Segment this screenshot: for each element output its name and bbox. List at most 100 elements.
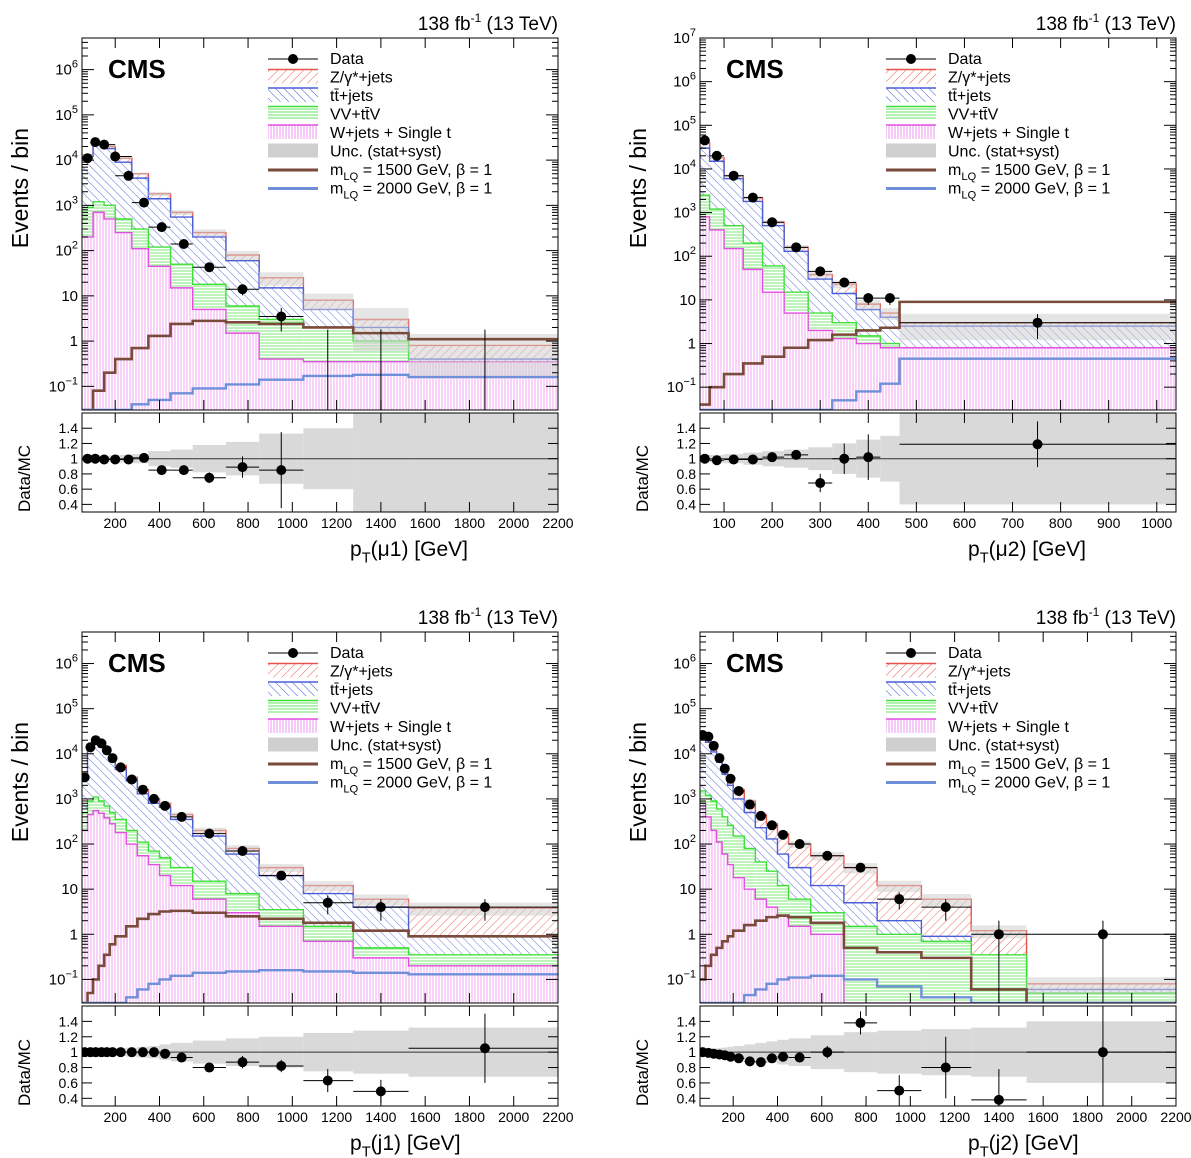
y-tick-label: 102 — [673, 245, 696, 265]
ratio-point — [1097, 1047, 1108, 1058]
plot-area — [700, 730, 1176, 1003]
experiment-label: CMS — [108, 54, 166, 84]
y-tick-label: 10 — [61, 288, 78, 305]
y-tick-label: 104 — [55, 149, 78, 169]
wjets-bin — [832, 338, 857, 410]
x-tick-label: 600 — [810, 1109, 834, 1125]
vv-bin — [843, 926, 878, 1003]
y-axis-title: Events / bin — [625, 722, 651, 842]
legend-vv-swatch — [886, 106, 936, 121]
data-point — [107, 753, 118, 764]
wjets-bin — [716, 842, 723, 1003]
ratio-y-tick-label: 1.4 — [59, 1013, 79, 1029]
legend-label-ttjets: tt̄+jets — [948, 88, 991, 105]
y-tick-label: 104 — [673, 743, 696, 763]
ratio-y-tick-label: 0.8 — [59, 1060, 79, 1076]
vv-outline — [700, 790, 1176, 994]
ratio-y-tick-label: 0.4 — [677, 496, 697, 512]
ratio-frame — [81, 1005, 559, 1107]
lq1500-line — [700, 300, 1176, 406]
data-point — [204, 262, 215, 273]
y-tick-label: 10−1 — [49, 375, 78, 395]
unc-band-bin — [877, 880, 922, 893]
y-tick-label: 107 — [673, 27, 696, 47]
x-tick-label: 1800 — [454, 1109, 485, 1125]
y-axis-title: Events / bin — [7, 722, 33, 842]
legend-ttjets-swatch — [268, 682, 318, 696]
data-point — [160, 800, 171, 811]
x-tick-label: 400 — [857, 515, 881, 531]
wjets-bin — [259, 926, 304, 1003]
vv-bin — [877, 934, 922, 1003]
legend-unc-swatch — [886, 737, 936, 752]
y-tick-label: 1 — [688, 926, 696, 943]
x-tick-label: 200 — [760, 515, 784, 531]
vv-outline — [700, 194, 1176, 358]
x-tick-label: 100 — [712, 515, 736, 531]
ratio-point — [99, 454, 110, 465]
data-point — [839, 277, 850, 288]
y-tick-label: 10−1 — [667, 968, 696, 988]
wjets-bin — [766, 907, 778, 1003]
vv-bin — [921, 941, 972, 1003]
ratio-point — [733, 1053, 744, 1064]
x-tick-label: 200 — [104, 515, 128, 531]
ratio-point — [148, 1047, 159, 1058]
lq2000-line — [700, 357, 1176, 410]
y-tick-label: 105 — [55, 104, 78, 124]
data-point — [703, 731, 714, 742]
y-tick-label: 106 — [55, 59, 78, 79]
ratio-point — [839, 453, 850, 464]
data-point — [137, 784, 148, 795]
legend-wjets-swatch — [268, 125, 318, 139]
data-point — [90, 137, 101, 148]
y-tick-label: 10 — [679, 881, 696, 898]
y-tick-label: 105 — [55, 698, 78, 718]
x-tick-label: 1200 — [939, 1109, 970, 1125]
y-axis-title: Events / bin — [625, 128, 651, 248]
x-axis-title: pT(μ2) [GeV] — [968, 538, 1086, 566]
data-point — [115, 762, 126, 773]
ratio-point — [137, 1047, 148, 1058]
data-point — [744, 799, 755, 810]
experiment-label: CMS — [108, 648, 166, 678]
y-tick-label: 102 — [55, 833, 78, 853]
ratio-point — [1032, 439, 1043, 450]
wjets-bin — [724, 248, 744, 410]
ratio-point — [794, 1052, 805, 1063]
ratio-point — [711, 455, 722, 466]
wjets-bin — [159, 875, 171, 1003]
y-tick-label: 102 — [55, 240, 78, 260]
ratio-point — [822, 1047, 833, 1058]
legend-data-marker — [288, 54, 298, 64]
y-tick-label: 102 — [673, 833, 696, 853]
wjets-outline — [700, 802, 1176, 1003]
ratio-point — [176, 1052, 187, 1063]
legend-label-data: Data — [948, 51, 982, 68]
ratio-y-tick-label: 0.6 — [677, 1075, 697, 1091]
wjets-bin — [170, 885, 193, 1003]
wjets-bin — [788, 926, 811, 1003]
legend-label-ttjets: tt̄+jets — [948, 682, 991, 699]
legend-label-vv: VV+tt̄V — [948, 107, 999, 124]
data-point — [767, 217, 778, 228]
lq2000-line — [82, 373, 558, 410]
experiment-label: CMS — [726, 54, 784, 84]
y-tick-label: 105 — [673, 114, 696, 134]
x-tick-label: 600 — [192, 515, 216, 531]
data-point — [733, 785, 744, 796]
data-point — [778, 829, 789, 840]
wjets-bin — [93, 212, 105, 410]
wjets-bin — [82, 236, 94, 410]
legend-label-data: Data — [330, 645, 364, 662]
ratio-point — [863, 452, 874, 463]
lumi-label: 138 fb-1 (13 TeV) — [1036, 11, 1176, 35]
x-tick-label: 400 — [148, 515, 172, 531]
legend-label-ttjets: tt̄+jets — [330, 682, 373, 699]
legend-label-lq2000: mLQ = 2000 GeV, β = 1 — [330, 181, 492, 202]
ratio-point — [791, 449, 802, 460]
legend-label-unc: Unc. (stat+syst) — [948, 738, 1060, 755]
lumi-label: 138 fb-1 (13 TeV) — [1036, 605, 1176, 629]
wjets-bin — [137, 855, 149, 1003]
unc-band-bin — [259, 864, 304, 873]
